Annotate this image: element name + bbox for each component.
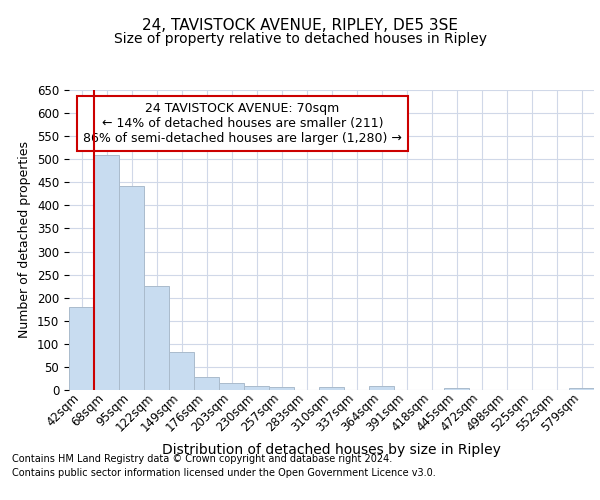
Text: Size of property relative to detached houses in Ripley: Size of property relative to detached ho… bbox=[113, 32, 487, 46]
Text: 24 TAVISTOCK AVENUE: 70sqm
← 14% of detached houses are smaller (211)
86% of sem: 24 TAVISTOCK AVENUE: 70sqm ← 14% of deta… bbox=[83, 102, 401, 145]
X-axis label: Distribution of detached houses by size in Ripley: Distribution of detached houses by size … bbox=[162, 442, 501, 456]
Bar bbox=[194, 377, 219, 390]
Y-axis label: Number of detached properties: Number of detached properties bbox=[19, 142, 31, 338]
Bar bbox=[69, 307, 94, 390]
Bar bbox=[319, 387, 344, 390]
Text: Contains HM Land Registry data © Crown copyright and database right 2024.: Contains HM Land Registry data © Crown c… bbox=[12, 454, 392, 464]
Bar bbox=[119, 186, 144, 390]
Bar bbox=[369, 386, 394, 390]
Bar bbox=[444, 388, 469, 390]
Text: 24, TAVISTOCK AVENUE, RIPLEY, DE5 3SE: 24, TAVISTOCK AVENUE, RIPLEY, DE5 3SE bbox=[142, 18, 458, 32]
Bar bbox=[94, 154, 119, 390]
Bar bbox=[244, 386, 269, 390]
Bar bbox=[169, 352, 194, 390]
Text: Contains public sector information licensed under the Open Government Licence v3: Contains public sector information licen… bbox=[12, 468, 436, 478]
Bar bbox=[219, 383, 244, 390]
Bar bbox=[144, 286, 169, 390]
Bar bbox=[569, 388, 594, 390]
Bar bbox=[269, 387, 294, 390]
